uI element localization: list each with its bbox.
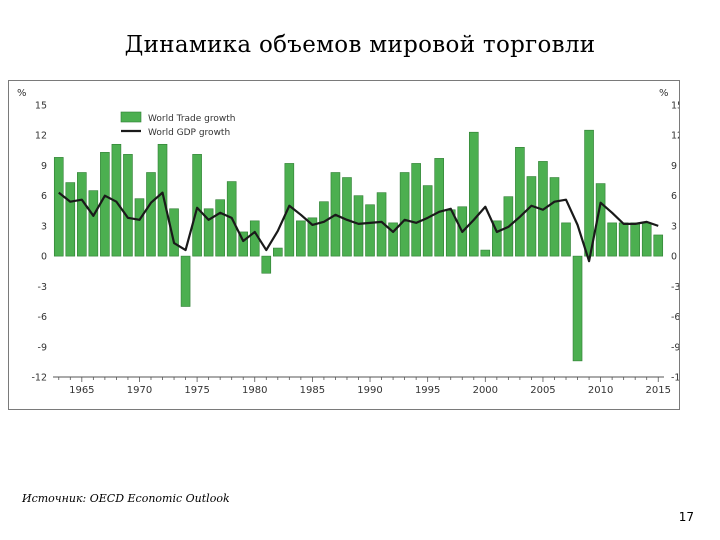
trade-growth-bars [53, 129, 664, 362]
y-tick-left: 6 [41, 191, 47, 202]
y-tick-right: 12 [671, 131, 679, 142]
x-tick-label-2005: 2005 [530, 385, 555, 396]
trade-bar-2003 [515, 147, 525, 257]
trade-bar-1975 [192, 154, 202, 257]
trade-bar-1983 [284, 163, 295, 257]
trade-bar-1990 [365, 204, 375, 257]
trade-bar-1969 [123, 154, 133, 257]
trade-bar-1974 [180, 255, 191, 307]
trade-bar-1979 [238, 231, 249, 257]
legend-trade-label: World Trade growth [148, 114, 235, 124]
trade-bar-1976 [203, 208, 214, 257]
y-axis-unit-right: % [659, 88, 669, 99]
y-tick-left: -9 [38, 342, 47, 353]
y-tick-right: 15 [671, 101, 679, 112]
trade-bar-1988 [342, 177, 352, 257]
trade-bar-1993 [399, 172, 410, 257]
y-tick-left: -6 [38, 312, 47, 323]
page-number: 17 [678, 510, 694, 524]
trade-bar-1977 [215, 199, 225, 257]
y-tick-right: -6 [671, 312, 679, 323]
trade-bar-1986 [319, 201, 329, 257]
source-note: Источник: OECD Economic Outlook [22, 492, 230, 505]
trade-bar-2006 [549, 177, 560, 257]
trade-bar-1972 [157, 143, 168, 257]
gdp-growth-line [58, 191, 659, 263]
x-tick-label-1990: 1990 [357, 385, 382, 396]
x-tick-label-2000: 2000 [473, 385, 498, 396]
trade-bar-2004 [526, 176, 537, 257]
y-tick-left: 12 [35, 131, 47, 142]
x-tick-label-1985: 1985 [300, 385, 325, 396]
trade-bar-1995 [422, 185, 433, 257]
trade-bar-1964 [65, 182, 76, 257]
trade-bar-2014 [641, 222, 652, 257]
trade-bar-1963 [53, 157, 64, 257]
y-tick-right: 9 [671, 161, 677, 172]
y-tick-left: 15 [35, 101, 47, 112]
trade-bar-1982 [273, 247, 283, 257]
trade-gdp-chart: -12 -12 -9 -9 -6 -6 -3 -3 0 0 3 3 6 6 9 9 12 12 15 15 1965 19… [17, 88, 679, 397]
trade-bar-2009 [584, 129, 594, 257]
y-tick-right: -3 [671, 282, 679, 293]
y-tick-left: 0 [41, 252, 47, 263]
x-tick-label-1975: 1975 [184, 385, 209, 396]
trade-bar-2011 [607, 222, 617, 257]
trade-bar-2013 [630, 222, 640, 257]
legend-gdp-label: World GDP growth [148, 128, 230, 138]
slide-title: Динамика объемов мировой торговли [124, 32, 596, 58]
x-tick-label-1980: 1980 [242, 385, 267, 396]
y-tick-left: 9 [41, 161, 47, 172]
y-tick-right: -9 [671, 342, 679, 353]
trade-bar-1989 [353, 195, 364, 257]
y-tick-left: 3 [41, 221, 47, 232]
x-tick-label-2010: 2010 [588, 385, 613, 396]
x-tick-label-1970: 1970 [127, 385, 152, 396]
trade-bar-1971 [146, 172, 156, 257]
x-tick-label-1965: 1965 [69, 385, 94, 396]
y-axis-unit-left: % [17, 88, 27, 99]
trade-bar-1985 [307, 217, 318, 257]
trade-bar-1996 [434, 158, 444, 257]
trade-bar-1999 [468, 131, 479, 257]
trade-bar-2015 [653, 234, 664, 257]
y-tick-left: -12 [31, 373, 47, 384]
trade-bar-1992 [388, 222, 398, 257]
trade-bar-1973 [169, 208, 179, 257]
y-tick-left: -3 [38, 282, 47, 293]
trade-bar-1994 [411, 163, 421, 257]
trade-bar-1965 [77, 172, 87, 257]
trade-bar-2001 [492, 220, 502, 257]
trade-bar-2012 [618, 222, 629, 257]
x-tick-label-2015: 2015 [646, 385, 671, 396]
trade-bar-1984 [296, 220, 306, 257]
trade-bar-1967 [100, 152, 110, 257]
chart-tick-labels: -12 -12 -9 -9 -6 -6 -3 -3 0 0 3 3 6 6 9 9 12 12 15 15 1965 19… [31, 101, 679, 397]
trade-bar-2008 [572, 255, 583, 362]
chart-axes [53, 376, 664, 382]
trade-bar-1966 [88, 190, 99, 257]
trade-bar-2007 [561, 222, 571, 257]
trade-bar-1981 [261, 255, 272, 274]
y-tick-right: 6 [671, 191, 677, 202]
chart-frame: -12 -12 -9 -9 -6 -6 -3 -3 0 0 3 3 6 6 9 9 12 12 15 15 1965 19… [8, 80, 680, 410]
x-tick-label-1995: 1995 [415, 385, 440, 396]
chart-legend: World Trade growth World GDP growth [120, 111, 235, 138]
y-tick-right: 3 [671, 221, 677, 232]
y-tick-right: -12 [671, 373, 679, 384]
trade-bar-2000 [480, 249, 491, 257]
y-tick-right: 0 [671, 252, 677, 263]
trade-bar-1970 [134, 198, 145, 257]
legend-trade-swatch [120, 111, 142, 123]
